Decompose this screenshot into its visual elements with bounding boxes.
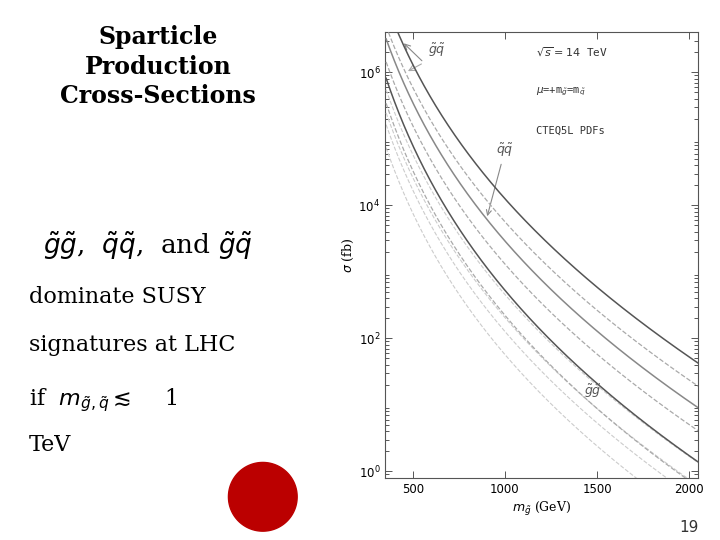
Text: dominate SUSY: dominate SUSY	[29, 286, 205, 308]
Polygon shape	[250, 484, 276, 510]
Text: $\mu$=+m$_{\tilde{g}}$=m$_{\tilde{q}}$: $\mu$=+m$_{\tilde{g}}$=m$_{\tilde{q}}$	[536, 86, 585, 98]
Polygon shape	[245, 479, 281, 515]
Text: Sparticle
Production
Cross-Sections: Sparticle Production Cross-Sections	[60, 25, 256, 109]
Text: CTEQ5L PDFs: CTEQ5L PDFs	[536, 126, 604, 136]
Polygon shape	[240, 474, 286, 520]
Text: $\sqrt{s}=14$ TeV: $\sqrt{s}=14$ TeV	[536, 46, 608, 59]
Polygon shape	[235, 469, 291, 525]
Text: $\tilde{g}\tilde{g}$,  $\tilde{q}\tilde{q}$,  and $\tilde{g}\tilde{q}$: $\tilde{g}\tilde{g}$, $\tilde{q}\tilde{q…	[43, 230, 253, 262]
Text: signatures at LHC: signatures at LHC	[29, 334, 235, 356]
Text: TeV: TeV	[29, 434, 71, 456]
X-axis label: $m_{\tilde{g}}$ (GeV): $m_{\tilde{g}}$ (GeV)	[512, 500, 572, 518]
Y-axis label: $\sigma$ (fb): $\sigma$ (fb)	[341, 238, 356, 273]
Text: $\tilde{g}\tilde{q}$: $\tilde{g}\tilde{q}$	[428, 42, 445, 59]
Text: if  $m_{\tilde{g},\tilde{q}} \lesssim$    1: if $m_{\tilde{g},\tilde{q}} \lesssim$ 1	[29, 386, 177, 414]
Text: $\tilde{q}\tilde{q}$: $\tilde{q}\tilde{q}$	[487, 141, 513, 215]
Polygon shape	[228, 462, 297, 531]
Polygon shape	[256, 489, 271, 504]
Text: $\tilde{g}\tilde{g}$: $\tilde{g}\tilde{g}$	[584, 382, 602, 400]
Text: 19: 19	[679, 519, 698, 535]
